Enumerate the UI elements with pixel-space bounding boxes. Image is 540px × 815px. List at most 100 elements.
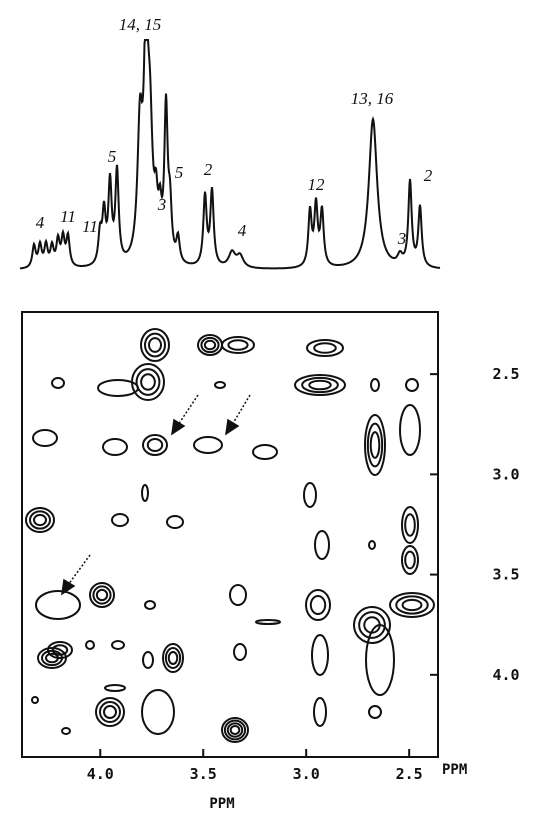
peak-label: 11 <box>82 217 98 236</box>
y-tick-label: 4.0 <box>492 666 519 684</box>
contour <box>255 619 281 625</box>
contour <box>364 414 386 476</box>
contour <box>47 641 73 659</box>
contour <box>203 339 217 351</box>
contour <box>221 336 255 354</box>
contour <box>368 705 382 719</box>
contour <box>146 438 164 452</box>
contour <box>144 600 156 610</box>
contour <box>404 550 416 570</box>
contour <box>29 510 51 530</box>
contour <box>314 530 330 560</box>
y-tick-label: 2.5 <box>492 365 519 383</box>
contour <box>142 434 168 456</box>
contour <box>405 378 419 392</box>
contour <box>305 589 331 621</box>
contour <box>401 506 419 544</box>
contour <box>313 342 337 354</box>
contour <box>365 624 395 696</box>
contour <box>294 374 346 396</box>
contour <box>395 595 429 615</box>
spectrum <box>19 39 441 270</box>
contour <box>148 337 162 353</box>
contour <box>401 598 423 612</box>
x-tick-label: 4.0 <box>87 765 114 783</box>
contour <box>35 590 81 620</box>
contour <box>89 582 115 608</box>
x-tick-label: 3.5 <box>190 765 217 783</box>
y-axis-label: PPM <box>442 762 467 778</box>
contour <box>141 484 149 502</box>
contour <box>25 507 55 533</box>
contour <box>31 696 39 704</box>
contour <box>142 651 154 669</box>
contour <box>229 725 241 735</box>
peak-label: 4 <box>36 213 45 232</box>
contour <box>370 378 380 392</box>
contour <box>99 701 121 723</box>
contour <box>401 545 419 575</box>
contour <box>368 540 376 550</box>
contour <box>233 643 247 661</box>
peak-label: 2 <box>424 166 433 185</box>
contour <box>41 649 63 667</box>
contour <box>252 444 278 460</box>
y-tick-label: 3.5 <box>492 566 519 584</box>
contour <box>61 727 71 735</box>
contour <box>102 438 128 456</box>
peak-label: 3 <box>157 195 167 214</box>
contour <box>369 431 381 459</box>
x-tick-label: 3.0 <box>293 765 320 783</box>
contour <box>226 722 244 738</box>
contour <box>366 422 384 468</box>
contour <box>399 404 421 456</box>
contour <box>301 376 339 394</box>
peak-label: 14, 15 <box>119 15 162 34</box>
contour <box>32 429 58 447</box>
x-tick-label: 2.5 <box>396 765 423 783</box>
contour <box>141 689 175 735</box>
contour <box>92 585 112 605</box>
contour <box>111 640 125 650</box>
contour <box>166 515 184 529</box>
peak-label: 5 <box>175 163 184 182</box>
contours <box>25 328 435 743</box>
contour <box>164 647 182 669</box>
contour <box>193 436 223 454</box>
peak-label: 3 <box>397 229 407 248</box>
peak-label: 2 <box>204 160 213 179</box>
contour <box>33 513 47 527</box>
contour <box>162 643 184 673</box>
contour <box>97 379 139 397</box>
contour <box>85 640 95 650</box>
contour <box>404 513 416 537</box>
contour <box>37 647 67 669</box>
contour <box>135 368 161 396</box>
contour <box>111 513 129 527</box>
peak-label: 5 <box>108 147 117 166</box>
contour <box>311 634 329 676</box>
peak-label: 13, 16 <box>351 89 394 108</box>
arrows <box>61 394 251 596</box>
peak-label: 11 <box>60 207 76 226</box>
contour <box>353 606 391 644</box>
contour <box>358 611 386 639</box>
contour <box>227 339 249 351</box>
contour <box>214 381 226 389</box>
contour <box>308 379 332 391</box>
contour <box>303 482 317 508</box>
x-axis-label: PPM <box>209 796 234 812</box>
contour <box>104 684 126 692</box>
contour <box>140 328 170 362</box>
contour <box>95 697 125 727</box>
contour <box>45 652 59 664</box>
contour <box>221 717 249 743</box>
contour <box>313 697 327 727</box>
peak-label: 4 <box>238 221 247 240</box>
contour <box>389 592 435 618</box>
contour <box>229 584 247 606</box>
y-tick-label: 3.0 <box>492 465 519 483</box>
peak-label: 12 <box>308 175 326 194</box>
contour <box>140 373 156 391</box>
contour <box>103 705 117 719</box>
